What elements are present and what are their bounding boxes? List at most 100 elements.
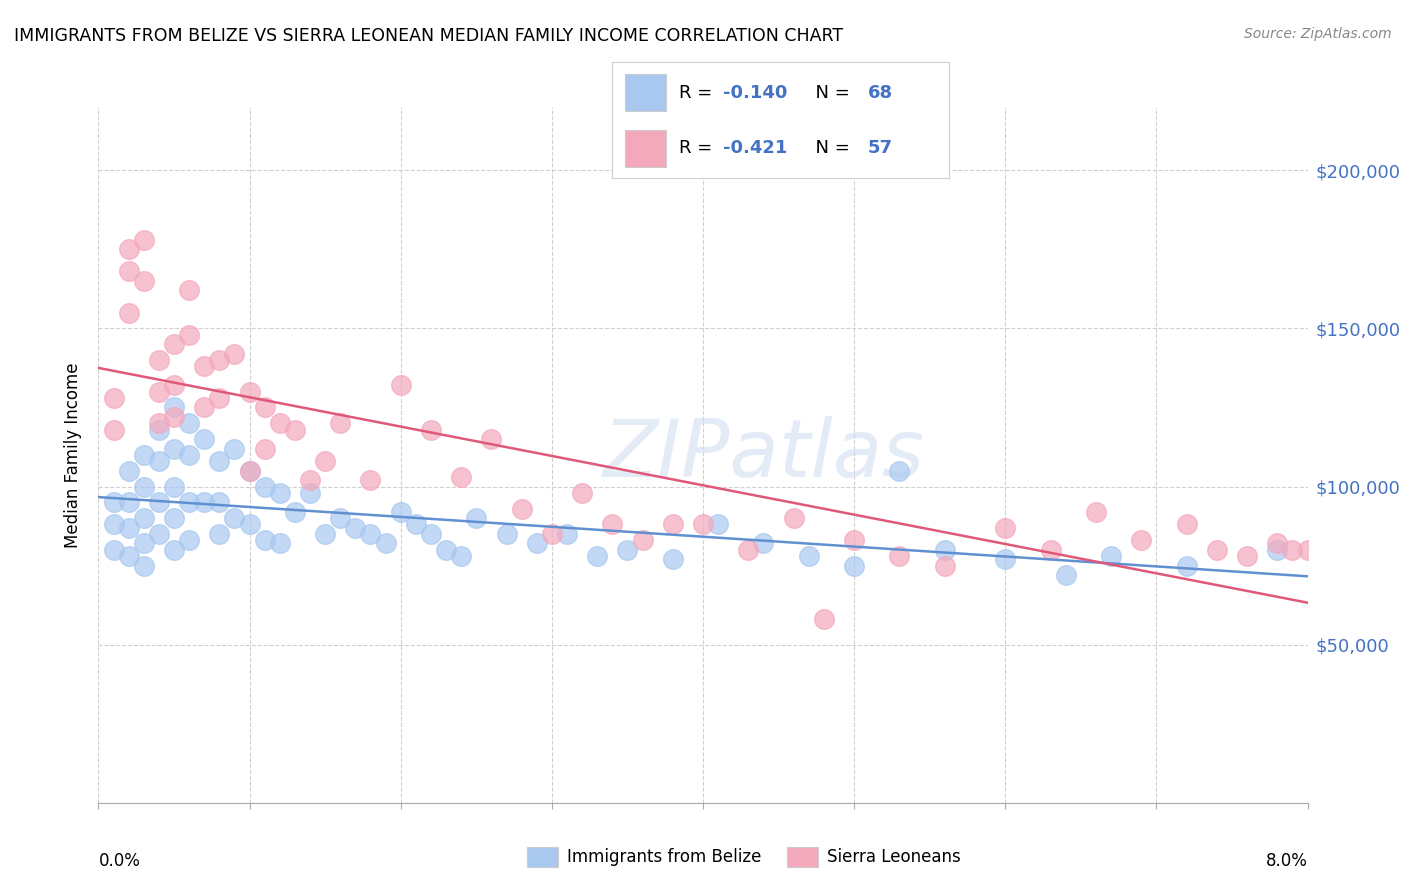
Point — [360, 527, 382, 541]
Point — [465, 511, 488, 525]
Text: 68: 68 — [868, 84, 893, 102]
Point — [1267, 536, 1289, 550]
Point — [208, 527, 231, 541]
Text: 8.0%: 8.0% — [1265, 852, 1308, 870]
Point — [118, 549, 141, 563]
Text: 57: 57 — [868, 139, 893, 157]
Point — [541, 527, 564, 541]
Point — [224, 347, 246, 361]
Point — [148, 454, 170, 468]
Point — [148, 495, 170, 509]
Text: N =: N = — [804, 139, 855, 157]
Point — [118, 495, 141, 509]
Point — [148, 353, 170, 368]
Point — [420, 423, 443, 437]
Point — [163, 442, 186, 456]
Point — [374, 536, 396, 550]
Text: Immigrants from Belize: Immigrants from Belize — [567, 848, 761, 866]
Point — [208, 391, 231, 405]
Text: -0.421: -0.421 — [723, 139, 787, 157]
Point — [193, 432, 215, 446]
Point — [224, 511, 246, 525]
Point — [239, 384, 262, 399]
Point — [889, 464, 911, 478]
Point — [163, 542, 186, 557]
Point — [420, 527, 443, 541]
Point — [662, 552, 685, 566]
Point — [797, 549, 820, 563]
Point — [179, 448, 201, 462]
Text: IMMIGRANTS FROM BELIZE VS SIERRA LEONEAN MEDIAN FAMILY INCOME CORRELATION CHART: IMMIGRANTS FROM BELIZE VS SIERRA LEONEAN… — [14, 27, 844, 45]
Point — [163, 401, 186, 415]
Point — [239, 464, 262, 478]
Point — [163, 378, 186, 392]
Point — [208, 454, 231, 468]
Point — [118, 305, 141, 319]
Point — [269, 417, 291, 431]
Point — [299, 473, 322, 487]
Point — [329, 417, 352, 431]
Point — [1099, 549, 1122, 563]
Point — [193, 359, 215, 374]
Point — [752, 536, 775, 550]
Text: R =: R = — [679, 139, 718, 157]
Text: N =: N = — [804, 84, 855, 102]
Point — [360, 473, 382, 487]
Point — [132, 558, 155, 573]
Point — [179, 327, 201, 342]
Point — [1267, 542, 1289, 557]
Point — [450, 549, 472, 563]
Point — [193, 495, 215, 509]
Point — [1175, 558, 1198, 573]
Point — [1236, 549, 1258, 563]
Point — [813, 612, 835, 626]
Point — [994, 521, 1017, 535]
Point — [1206, 542, 1229, 557]
Point — [616, 542, 638, 557]
Point — [284, 505, 307, 519]
Point — [707, 517, 730, 532]
Point — [526, 536, 548, 550]
Point — [253, 442, 276, 456]
Point — [253, 401, 276, 415]
Point — [224, 442, 246, 456]
Point — [329, 511, 352, 525]
Point — [148, 527, 170, 541]
Point — [269, 536, 291, 550]
Point — [163, 511, 186, 525]
Point — [662, 517, 685, 532]
Point — [602, 517, 624, 532]
Point — [103, 423, 125, 437]
Point — [510, 501, 533, 516]
Text: -0.140: -0.140 — [723, 84, 787, 102]
Point — [132, 479, 155, 493]
Point — [314, 527, 336, 541]
Point — [179, 533, 201, 548]
Point — [405, 517, 427, 532]
Bar — [626, 129, 665, 167]
Point — [103, 495, 125, 509]
Point — [103, 542, 125, 557]
Point — [481, 432, 503, 446]
Text: ZIPatlas: ZIPatlas — [602, 416, 925, 494]
Point — [118, 243, 141, 257]
Point — [389, 505, 412, 519]
Point — [783, 511, 806, 525]
Text: Source: ZipAtlas.com: Source: ZipAtlas.com — [1244, 27, 1392, 41]
Point — [132, 511, 155, 525]
Point — [239, 517, 262, 532]
Text: R =: R = — [679, 84, 718, 102]
Point — [344, 521, 367, 535]
Point — [1039, 542, 1062, 557]
Point — [844, 533, 866, 548]
Point — [148, 423, 170, 437]
Point — [132, 448, 155, 462]
Point — [132, 536, 155, 550]
Point — [103, 517, 125, 532]
Text: Sierra Leoneans: Sierra Leoneans — [827, 848, 960, 866]
Point — [208, 353, 231, 368]
Point — [148, 384, 170, 399]
Point — [179, 284, 201, 298]
Point — [450, 470, 472, 484]
Point — [737, 542, 759, 557]
